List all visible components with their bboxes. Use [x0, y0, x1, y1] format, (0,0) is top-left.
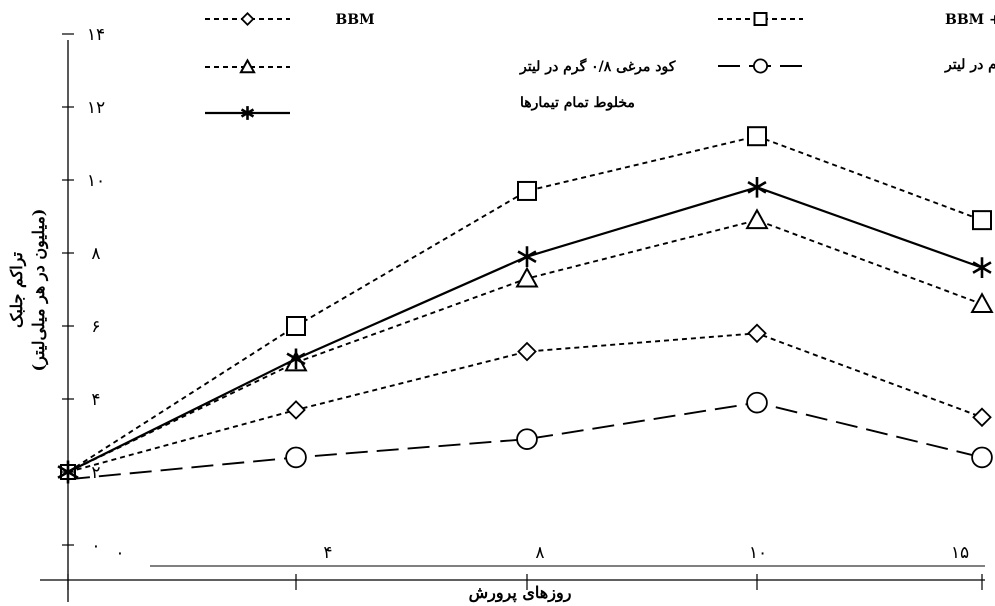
data-point-square	[286, 316, 306, 336]
y-tick-label: ۶	[91, 317, 100, 337]
data-point-star	[747, 176, 767, 198]
y-axis-label: تراکم جلبک	[7, 252, 27, 328]
series-line-square	[67, 135, 983, 473]
legend-label: کود گاوی ۰/۸ گرم در لیتر	[944, 56, 995, 73]
data-point-square	[60, 464, 76, 480]
series-markers	[57, 126, 994, 484]
legend-label: BBM	[335, 12, 374, 28]
y-tick-label: ۲	[91, 463, 100, 483]
x-tick-label: ۰	[115, 543, 124, 563]
legend-marker-circle	[753, 58, 769, 74]
legend-marker-star	[240, 106, 255, 120]
x-tick-label: ۱۰	[749, 543, 767, 563]
legend-marker-square	[753, 12, 768, 26]
data-point-square	[747, 126, 767, 147]
data-point-star	[972, 257, 992, 278]
data-point-circle	[746, 391, 768, 414]
legend-marker-diamond	[240, 12, 255, 26]
data-point-triangle	[745, 208, 769, 230]
axes	[40, 40, 985, 602]
x-tick-label: ۴	[323, 543, 332, 563]
data-point-circle	[516, 428, 538, 450]
data-point-square	[517, 180, 537, 201]
data-point-star	[286, 348, 306, 370]
data-point-diamond	[747, 323, 767, 344]
data-point-star	[517, 246, 537, 267]
x-ticks: ۰ ۴ ۸ ۱۰ ۱۵	[67, 543, 983, 590]
y-tick-label: ۱۴	[87, 25, 105, 45]
legend-label: مخلوط تمام تیمارها	[520, 95, 635, 111]
y-tick-label: ۱۲	[87, 98, 105, 118]
data-point-triangle	[970, 292, 994, 314]
x-tick-label: ۸	[535, 543, 544, 563]
data-point-diamond	[517, 341, 537, 362]
legend-marker-triangle	[239, 58, 256, 74]
data-point-square	[972, 210, 992, 231]
y-tick-label: ۱۰	[87, 171, 105, 191]
legend-label: کود مرغی ۰/۸ گرم در لیتر	[519, 58, 676, 75]
data-point-circle	[971, 446, 993, 469]
x-tick-label: ۱۵	[951, 543, 969, 563]
y-tick-label: ۸	[91, 244, 100, 264]
legend: BBM کود مرغی ۰/۸ گرم در لیتر مخلوط تمام تی…	[205, 12, 995, 120]
data-point-diamond	[286, 400, 306, 420]
y-ticks: ۰ ۲ ۴ ۶ ۸ ۱۰ ۱۲ ۱۴	[62, 25, 105, 556]
data-point-circle	[285, 446, 307, 469]
data-point-diamond	[972, 407, 992, 428]
y-tick-label: ۰	[91, 536, 100, 556]
y-axis-sublabel: (میلیون در هر میلی‌لیتر)	[29, 209, 49, 372]
legend-label: عصاره خاک + BBM	[945, 12, 995, 28]
series-line-diamond	[67, 332, 983, 473]
y-tick-label: ۴	[91, 390, 100, 410]
data-point-triangle	[515, 266, 539, 288]
x-axis-label: روزهای پرورش	[469, 583, 572, 603]
